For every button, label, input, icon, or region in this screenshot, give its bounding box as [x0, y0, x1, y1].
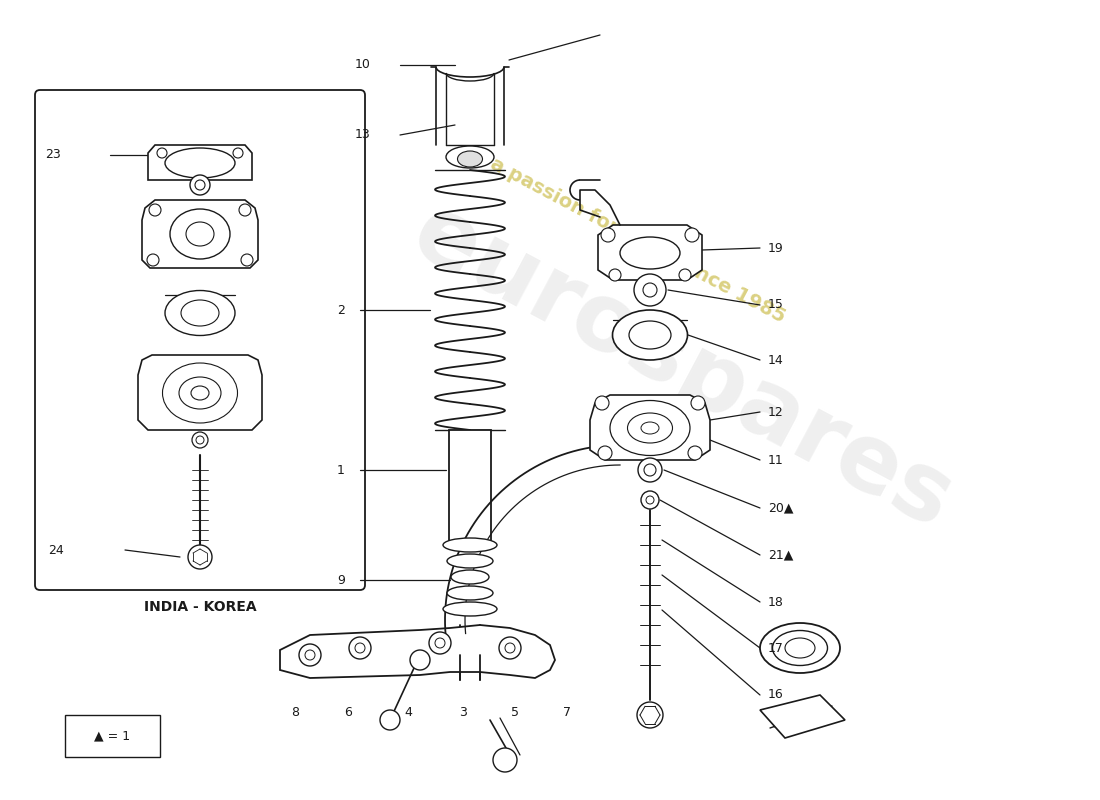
Ellipse shape: [170, 209, 230, 259]
Text: 10: 10: [355, 58, 371, 71]
Ellipse shape: [443, 602, 497, 616]
Text: 23: 23: [45, 149, 60, 162]
Text: 5: 5: [512, 706, 519, 718]
Circle shape: [688, 446, 702, 460]
Ellipse shape: [772, 630, 827, 666]
Text: 16: 16: [768, 689, 783, 702]
Circle shape: [505, 643, 515, 653]
Ellipse shape: [629, 321, 671, 349]
Ellipse shape: [186, 222, 214, 246]
Circle shape: [685, 228, 698, 242]
Ellipse shape: [179, 377, 221, 409]
Ellipse shape: [447, 586, 493, 600]
Text: 20▲: 20▲: [768, 502, 793, 514]
Circle shape: [299, 644, 321, 666]
Text: 4: 4: [404, 706, 411, 718]
Polygon shape: [598, 225, 702, 280]
Ellipse shape: [760, 623, 840, 673]
Circle shape: [644, 283, 657, 297]
Circle shape: [429, 632, 451, 654]
Text: 3: 3: [459, 706, 466, 718]
Ellipse shape: [447, 554, 493, 568]
Ellipse shape: [182, 300, 219, 326]
Polygon shape: [138, 355, 262, 430]
Circle shape: [379, 710, 400, 730]
Ellipse shape: [451, 570, 490, 584]
Ellipse shape: [627, 413, 672, 443]
Ellipse shape: [785, 638, 815, 658]
Ellipse shape: [610, 401, 690, 455]
Circle shape: [609, 269, 622, 281]
FancyBboxPatch shape: [35, 90, 365, 590]
Circle shape: [637, 702, 663, 728]
Circle shape: [147, 254, 160, 266]
Circle shape: [349, 637, 371, 659]
Circle shape: [595, 396, 609, 410]
Ellipse shape: [446, 146, 494, 168]
Text: 9: 9: [337, 574, 345, 586]
Circle shape: [641, 491, 659, 509]
Bar: [449, 430, 491, 545]
Text: 12: 12: [768, 406, 783, 418]
Circle shape: [499, 637, 521, 659]
Text: 24: 24: [48, 543, 64, 557]
Text: 6: 6: [344, 706, 352, 718]
Text: 21▲: 21▲: [768, 549, 793, 562]
Ellipse shape: [165, 290, 235, 335]
Circle shape: [239, 204, 251, 216]
Text: 18: 18: [768, 595, 784, 609]
Ellipse shape: [458, 151, 483, 167]
Text: eurospares: eurospares: [397, 187, 967, 549]
Circle shape: [691, 396, 705, 410]
Circle shape: [355, 643, 365, 653]
Circle shape: [638, 458, 662, 482]
Polygon shape: [280, 625, 556, 678]
Circle shape: [646, 496, 654, 504]
Ellipse shape: [613, 310, 688, 360]
Ellipse shape: [620, 237, 680, 269]
Text: INDIA - KOREA: INDIA - KOREA: [144, 600, 256, 614]
Text: 14: 14: [768, 354, 783, 366]
Ellipse shape: [641, 422, 659, 434]
Text: 19: 19: [768, 242, 783, 254]
Circle shape: [410, 650, 430, 670]
Circle shape: [195, 180, 205, 190]
Circle shape: [196, 436, 204, 444]
Circle shape: [188, 545, 212, 569]
Ellipse shape: [165, 148, 235, 178]
Circle shape: [157, 148, 167, 158]
Circle shape: [192, 432, 208, 448]
Text: 15: 15: [768, 298, 784, 311]
Text: 2: 2: [337, 303, 345, 317]
Text: ▲ = 1: ▲ = 1: [94, 730, 130, 742]
Circle shape: [190, 175, 210, 195]
Ellipse shape: [191, 386, 209, 400]
Polygon shape: [590, 395, 710, 460]
Text: 7: 7: [563, 706, 571, 718]
Polygon shape: [760, 695, 845, 738]
Circle shape: [434, 638, 446, 648]
Ellipse shape: [163, 363, 238, 423]
Circle shape: [148, 204, 161, 216]
Bar: [65, 715, 160, 757]
Text: a passion for parts since 1985: a passion for parts since 1985: [487, 154, 789, 326]
Circle shape: [305, 650, 315, 660]
Text: 11: 11: [768, 454, 783, 466]
Circle shape: [644, 464, 656, 476]
Circle shape: [634, 274, 665, 306]
Circle shape: [679, 269, 691, 281]
Text: 13: 13: [355, 129, 371, 142]
Circle shape: [233, 148, 243, 158]
Circle shape: [598, 446, 612, 460]
Polygon shape: [148, 145, 252, 180]
Circle shape: [241, 254, 253, 266]
Text: 1: 1: [337, 463, 345, 477]
Text: 17: 17: [768, 642, 784, 654]
Circle shape: [601, 228, 615, 242]
Circle shape: [493, 748, 517, 772]
Polygon shape: [142, 200, 258, 268]
Ellipse shape: [443, 538, 497, 552]
Text: 8: 8: [292, 706, 299, 718]
